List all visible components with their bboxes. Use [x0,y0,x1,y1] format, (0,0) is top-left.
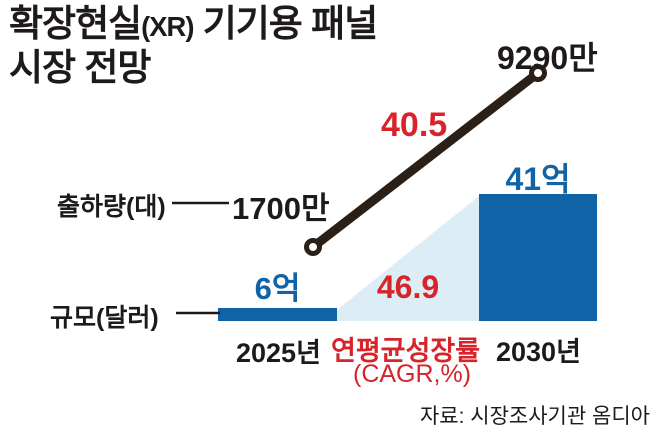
market-size-cagr-value: 46.9 [376,269,440,305]
shipments-2030-value: 9290만 [497,40,598,76]
trend-line-end-marker [529,64,547,82]
cagr-caption-line-1: 연평균성장률 [331,336,481,366]
market-size-2025-value: 6억 [254,271,301,306]
data-source-credit: 자료: 시장조사기관 옴디아 [419,405,650,428]
title-xr-abbrev: (XR) [141,11,194,42]
title-text-pre: 확장현실 [9,3,142,44]
shipments-series-label: 출하량(대) [57,193,166,221]
title-text-post: 기기용 패널 [193,3,378,44]
shipments-2025-value: 1700만 [232,191,330,226]
bar-2030 [479,194,597,321]
year-label-2025: 2025년 [236,338,321,368]
chart-title-line-2: 시장 전망 [9,47,151,89]
trend-line-start-marker [304,238,322,256]
shipments-trend-line [308,68,543,252]
cagr-caption-line-2: (CAGR,%) [353,360,472,388]
chart-title: 확장현실(XR) 기기용 패널 시장 전망 [9,2,378,91]
growth-triangle-shape [323,196,479,321]
year-label-2030: 2030년 [496,337,581,367]
market-size-2030-value: 41억 [505,161,571,197]
shipments-cagr-value: 40.5 [381,106,448,144]
market-size-series-label: 규모(달러) [50,304,159,332]
chart-title-line-1: 확장현실(XR) 기기용 패널 [9,2,378,46]
bar-2025 [218,308,337,321]
